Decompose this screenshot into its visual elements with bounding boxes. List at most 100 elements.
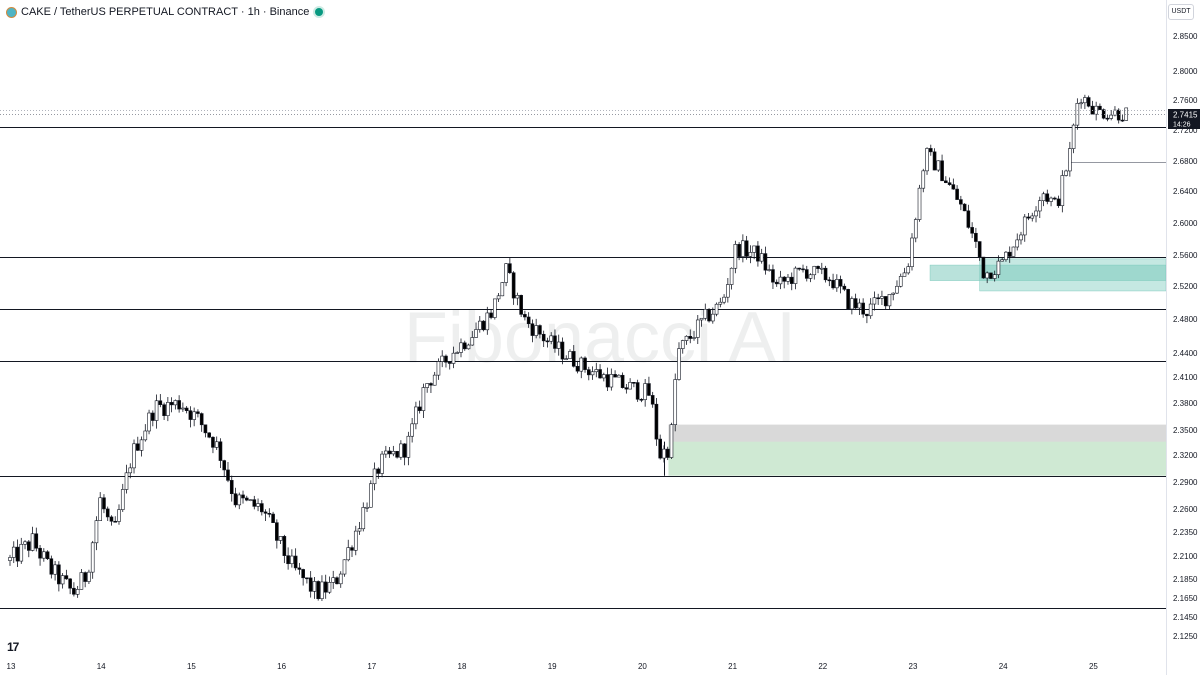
price-axis[interactable]: 2.8500 2.8000 2.7600 2.7200 2.6800 2.6400 2.60… bbox=[1173, 32, 1198, 641]
candle bbox=[932, 148, 937, 171]
candle-body bbox=[835, 279, 839, 289]
candle bbox=[568, 349, 572, 360]
candle bbox=[177, 395, 181, 413]
candle bbox=[120, 483, 125, 512]
candle bbox=[327, 576, 332, 594]
candle-body bbox=[966, 210, 971, 228]
candle bbox=[440, 350, 445, 368]
candle bbox=[748, 245, 753, 264]
candle-body bbox=[1098, 105, 1102, 110]
candle bbox=[462, 340, 467, 351]
candle-body bbox=[910, 237, 914, 267]
candle-body bbox=[489, 312, 493, 318]
candle bbox=[248, 499, 253, 502]
candle-body bbox=[733, 244, 738, 269]
candle-body bbox=[699, 317, 704, 321]
candle bbox=[477, 316, 482, 333]
candle-body bbox=[951, 184, 956, 190]
y-tick-label: 2.2900 bbox=[1173, 478, 1198, 487]
candle-body bbox=[1045, 193, 1050, 202]
candle bbox=[782, 275, 787, 289]
candle bbox=[53, 560, 57, 581]
candle bbox=[917, 184, 922, 222]
candle bbox=[977, 241, 982, 261]
y-tick-label: 2.2600 bbox=[1173, 505, 1198, 514]
candle-body bbox=[737, 244, 741, 257]
candle-body bbox=[677, 348, 681, 380]
candle-body bbox=[440, 355, 445, 362]
candle-body bbox=[357, 528, 362, 532]
candle-body bbox=[647, 383, 651, 396]
candle bbox=[214, 436, 219, 451]
candle bbox=[338, 571, 343, 588]
candle bbox=[571, 345, 576, 368]
candle bbox=[737, 242, 741, 261]
candle-body bbox=[166, 402, 170, 416]
candle bbox=[241, 490, 245, 504]
candle-body bbox=[857, 302, 862, 309]
candle bbox=[910, 233, 914, 271]
candle-body bbox=[342, 559, 347, 575]
candle-body bbox=[113, 520, 118, 523]
candle-body bbox=[564, 358, 569, 360]
candle bbox=[260, 500, 264, 516]
candle bbox=[1116, 108, 1121, 124]
candle-body bbox=[98, 497, 102, 521]
candle bbox=[368, 480, 373, 508]
candle bbox=[865, 313, 869, 324]
candle bbox=[94, 516, 99, 551]
candle bbox=[643, 379, 647, 407]
candle-body bbox=[1113, 109, 1117, 116]
candle-body bbox=[714, 303, 719, 315]
candle bbox=[850, 296, 854, 315]
candle bbox=[752, 245, 756, 260]
candle-body bbox=[241, 494, 245, 499]
candle-body bbox=[90, 542, 95, 573]
candle bbox=[350, 545, 354, 558]
candle bbox=[895, 280, 899, 294]
candle-body bbox=[199, 413, 204, 426]
candle bbox=[166, 397, 170, 422]
candle bbox=[357, 522, 362, 535]
x-tick-label: 17 bbox=[367, 662, 376, 671]
y-tick-label: 2.4100 bbox=[1173, 373, 1198, 382]
tradingview-logo-icon[interactable]: 17 bbox=[7, 640, 19, 654]
candle-body bbox=[26, 541, 31, 551]
candle bbox=[410, 417, 414, 443]
candle bbox=[1030, 212, 1035, 222]
y-tick-label: 2.1450 bbox=[1173, 613, 1198, 622]
candle bbox=[887, 294, 892, 310]
time-axis[interactable]: 13 14 15 16 17 18 19 20 21 22 23 24 25 bbox=[7, 662, 1099, 671]
candle bbox=[436, 358, 441, 380]
candle bbox=[271, 511, 275, 524]
x-tick-label: 24 bbox=[999, 662, 1008, 671]
candle-body bbox=[688, 335, 693, 339]
candle-body bbox=[211, 436, 215, 448]
currency-button[interactable]: USDT bbox=[1168, 4, 1194, 20]
candle bbox=[594, 362, 599, 378]
candle bbox=[323, 574, 328, 599]
candle bbox=[819, 262, 824, 275]
candle-body bbox=[913, 219, 918, 239]
candle bbox=[275, 519, 279, 549]
candle bbox=[267, 508, 272, 518]
candle bbox=[812, 265, 817, 280]
candle-body bbox=[429, 383, 433, 386]
candle bbox=[613, 370, 617, 378]
candle bbox=[256, 498, 260, 512]
candle bbox=[11, 541, 16, 564]
x-tick-label: 18 bbox=[458, 662, 467, 671]
candle-body bbox=[876, 297, 880, 300]
candle-body bbox=[57, 564, 61, 585]
candle-body bbox=[455, 352, 460, 354]
candle bbox=[530, 319, 535, 343]
candle bbox=[1015, 233, 1020, 251]
candle bbox=[936, 160, 941, 172]
candle bbox=[1004, 250, 1008, 262]
symbol-title[interactable]: CAKE / TetherUS PERPETUAL CONTRACT · 1h … bbox=[21, 6, 310, 18]
candle-body bbox=[444, 355, 448, 363]
candle-body bbox=[928, 148, 933, 153]
candle bbox=[1019, 231, 1023, 245]
